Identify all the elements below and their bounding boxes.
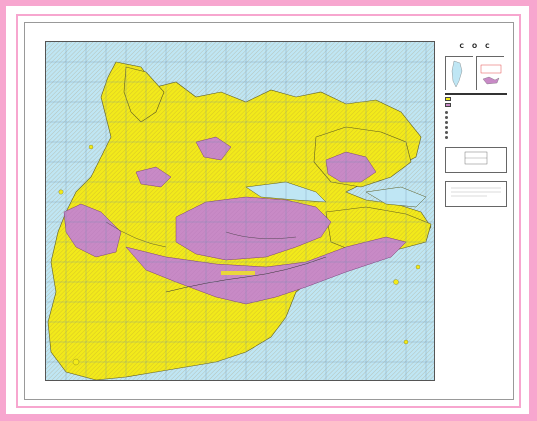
map-sheet: C O C [24, 22, 514, 400]
notes-box [445, 181, 507, 207]
river-2 [105, 221, 167, 248]
symbol-row [445, 116, 507, 119]
legend-item-highland [445, 103, 507, 107]
pink-border-frame: C O C [16, 14, 521, 408]
page-frame: C O C [6, 6, 529, 414]
legend-item-land [445, 97, 507, 101]
symbol-row [445, 131, 507, 134]
symbols-list [445, 111, 507, 139]
location-inset-map [445, 56, 474, 91]
swatch-highland [445, 103, 451, 107]
symbol-row [445, 126, 507, 129]
sheet-title: C O C [459, 43, 493, 50]
diagram-box [445, 147, 507, 173]
map-svg [46, 42, 434, 380]
map-canvas[interactable] [45, 41, 435, 381]
highland-hatch [46, 42, 434, 380]
legend-panel: C O C [445, 41, 507, 381]
river-3 [225, 231, 297, 239]
symbol-row [445, 111, 507, 114]
symbol-row [445, 121, 507, 124]
inset-maps [445, 56, 507, 91]
islets [58, 144, 421, 366]
scale-bar [445, 93, 507, 95]
swatch-land [445, 97, 451, 101]
title-block: C O C [445, 43, 507, 50]
sheet-index-inset [476, 56, 505, 91]
map-grid [46, 42, 434, 380]
symbol-row [445, 136, 507, 139]
place-label-bg [221, 271, 255, 275]
